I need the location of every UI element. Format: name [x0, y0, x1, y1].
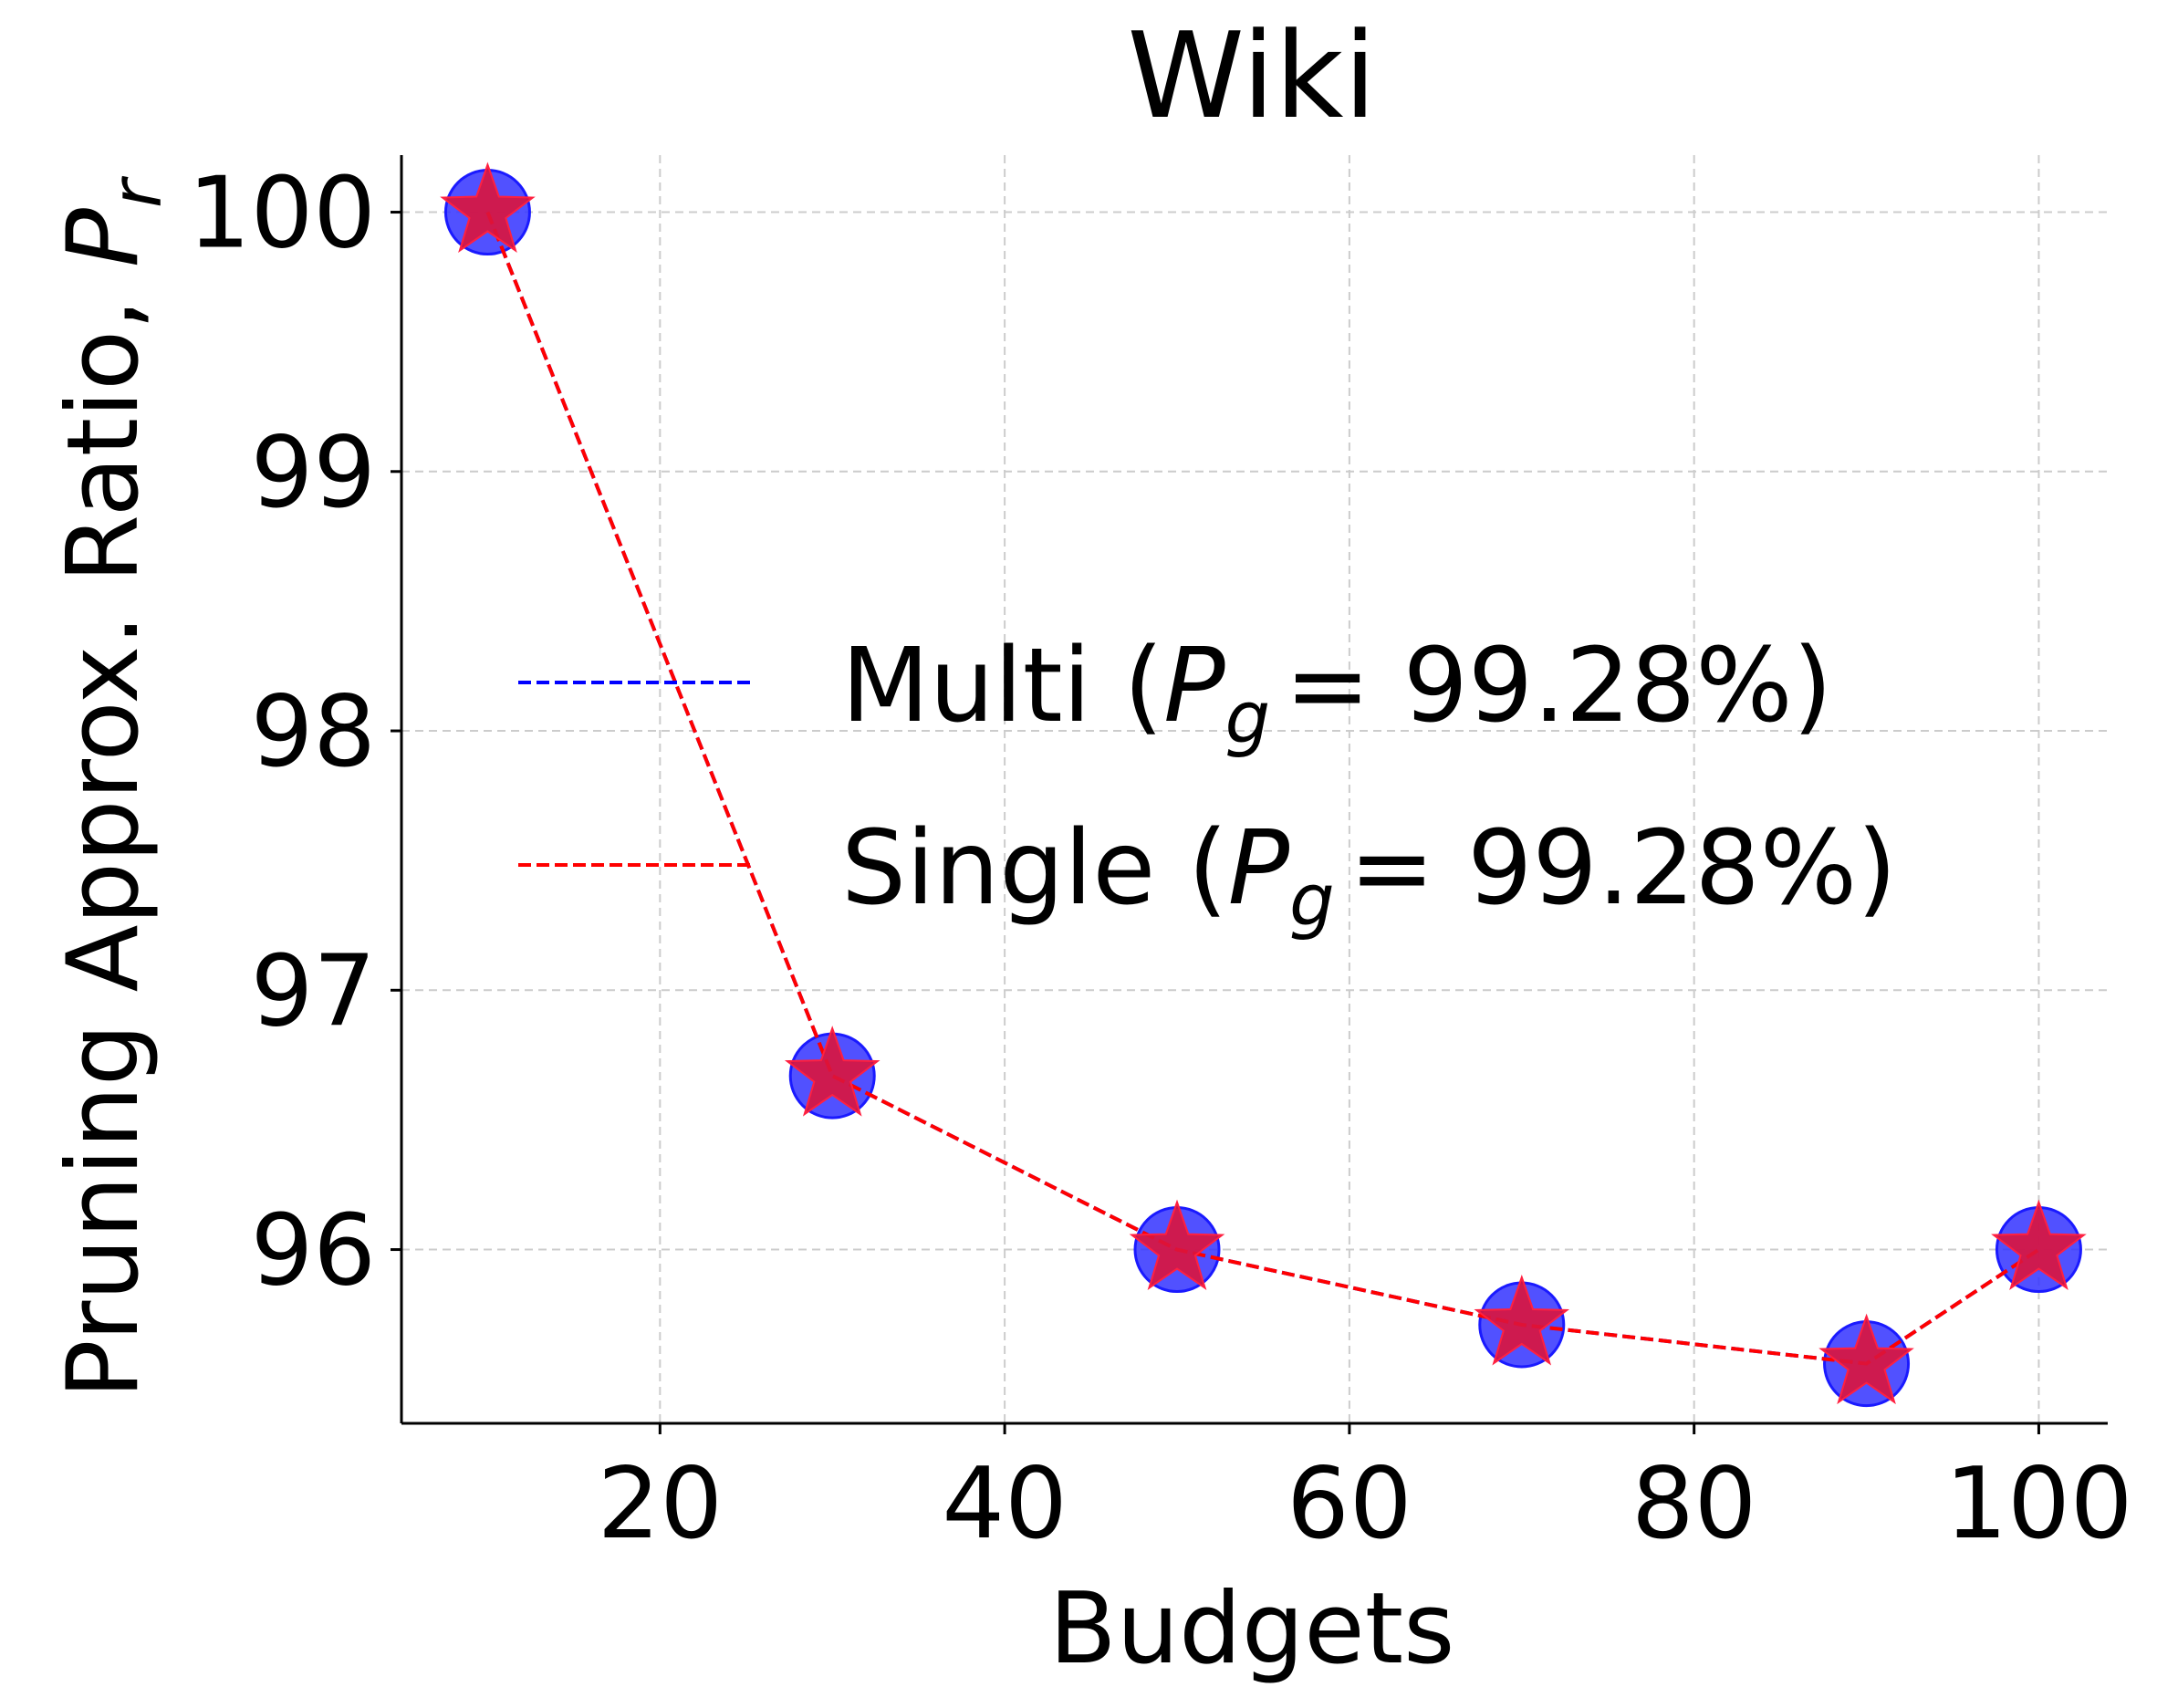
x-axis-title: Budgets — [1049, 1572, 1455, 1686]
y-axis-title-symbol: P — [47, 208, 161, 267]
legend-label-single-prefix: Single ( — [841, 809, 1228, 928]
legend-label-multi-subscript: g — [1225, 678, 1271, 760]
y-axis-title-text: Pruning Approx. Ratio, — [47, 267, 161, 1399]
grid-layer — [401, 155, 2108, 1423]
series-layer — [440, 161, 2087, 1408]
data-point-single — [1991, 1199, 2087, 1291]
legend-label-multi-prefix: Multi ( — [841, 627, 1163, 745]
y-tick-label: 100 — [188, 157, 376, 271]
x-tick-label: 20 — [598, 1447, 723, 1561]
y-tick-label: 96 — [251, 1194, 376, 1308]
data-point-single — [1129, 1199, 1225, 1291]
x-tick-label: 80 — [1631, 1447, 1756, 1561]
legend-label-multi-symbol: P — [1163, 627, 1225, 745]
data-point-single — [440, 161, 536, 254]
legend-label-single-value: = 99.28%) — [1349, 809, 1897, 928]
data-point-single — [1818, 1313, 1914, 1405]
axes-layer — [400, 155, 2108, 1425]
data-point-single — [1474, 1274, 1570, 1366]
x-tick-label: 40 — [942, 1447, 1067, 1561]
y-tick-label: 97 — [251, 934, 376, 1048]
x-tick-label: 60 — [1287, 1447, 1412, 1561]
legend-label-single: Single (Pg = 99.28%) — [841, 809, 1897, 943]
data-point-single — [784, 1026, 881, 1117]
legend-label-multi: Multi (Pg = 99.28%) — [841, 627, 1832, 760]
y-tick-label: 98 — [251, 675, 376, 789]
legend: Multi (Pg = 99.28%) Single (Pg = 99.28%) — [518, 627, 1897, 943]
series-line-multi — [485, 211, 2040, 1366]
legend-label-single-symbol: P — [1228, 809, 1290, 928]
legend-label-multi-value: = 99.28%) — [1285, 627, 1832, 745]
chart-title: Wiki — [1127, 6, 1376, 145]
series-line-single — [485, 211, 2040, 1366]
tick-layer: 20 40 60 80 100 96 97 98 99 100 — [188, 157, 2133, 1561]
y-tick-label: 99 — [251, 416, 376, 530]
y-axis-title-subscript: r — [96, 175, 177, 208]
x-tick-label: 100 — [1944, 1447, 2132, 1561]
legend-label-single-subscript: g — [1289, 860, 1335, 943]
y-axis-title: Pruning Approx. Ratio, Pr — [47, 175, 177, 1399]
